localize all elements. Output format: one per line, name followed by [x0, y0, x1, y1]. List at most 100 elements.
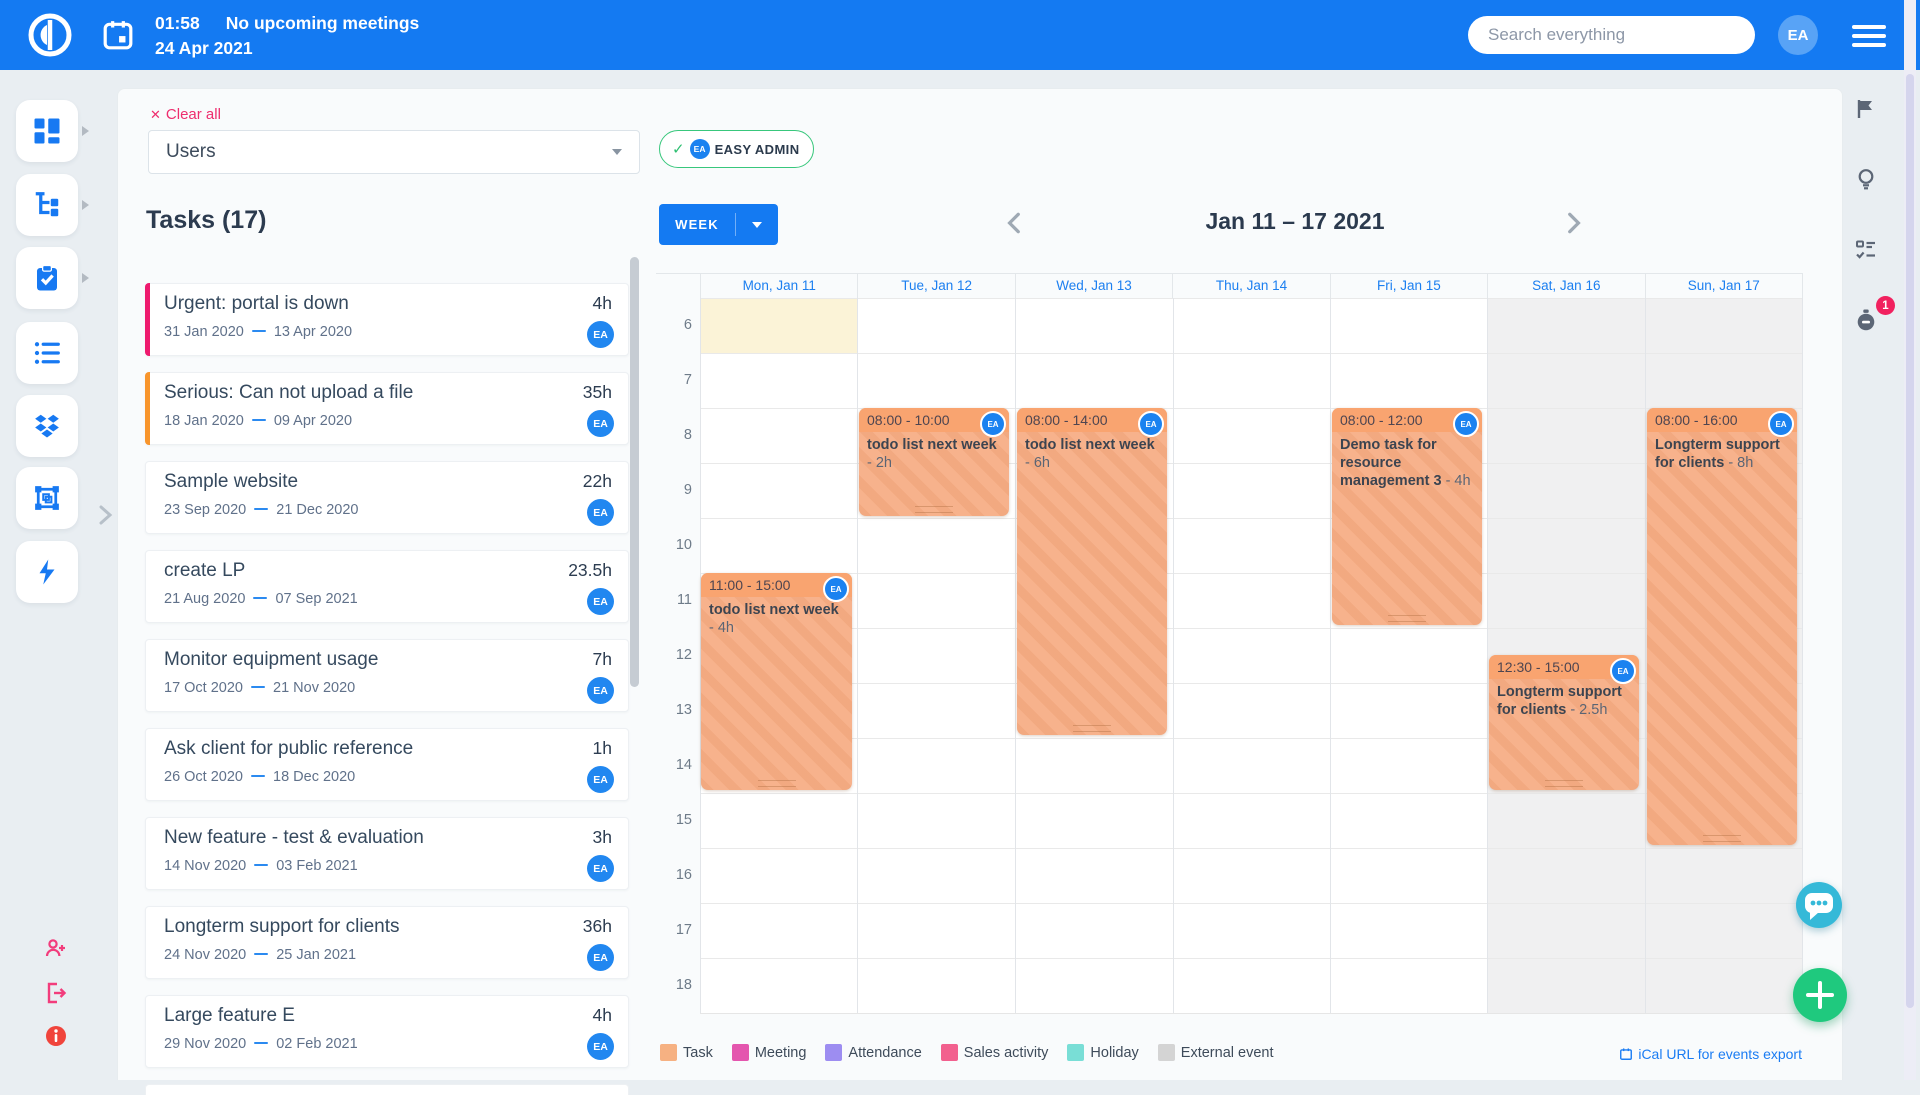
app-logo-icon[interactable] — [26, 11, 74, 59]
day-header[interactable]: Wed, Jan 13 — [1014, 273, 1172, 298]
task-item[interactable]: Serious: Can not upload a file 18 Jan 20… — [145, 372, 629, 445]
task-avatar: EA — [587, 499, 614, 526]
calendar-event[interactable]: 08:00 - 12:00 EA Demo task for resource … — [1332, 408, 1482, 625]
event-title: todo list next week — [1025, 437, 1155, 453]
chat-bubble-icon — [1805, 893, 1833, 920]
task-accent-bar — [145, 728, 150, 801]
date-range-dash — [251, 685, 265, 688]
page-scrollbar-thumb[interactable] — [1906, 74, 1914, 1008]
meeting-info: 01:58 No upcoming meetings 24 Apr 2021 — [155, 11, 419, 61]
current-date: 24 Apr 2021 — [155, 38, 253, 58]
meetings-status: No upcoming meetings — [225, 13, 420, 33]
hour-label: 17 — [675, 922, 692, 938]
date-range-dash — [254, 952, 269, 955]
users-dropdown[interactable]: Users — [148, 130, 640, 174]
legend-swatch — [1157, 1044, 1175, 1061]
task-title: Monitor equipment usage — [164, 649, 379, 670]
task-item-partial — [145, 1084, 629, 1095]
task-avatar: EA — [587, 588, 614, 615]
sidebar-item-tasks[interactable] — [16, 247, 78, 309]
sidebar-item-boards[interactable] — [16, 467, 78, 529]
sidebar-item-quick-actions[interactable] — [16, 541, 78, 603]
day-header[interactable]: Fri, Jan 15 — [1329, 273, 1487, 298]
day-header[interactable]: Tue, Jan 12 — [857, 273, 1014, 298]
legend-swatch — [660, 1044, 677, 1061]
event-title: todo list next week — [709, 602, 839, 618]
day-header[interactable]: Thu, Jan 14 — [1172, 273, 1329, 298]
hour-label: 11 — [676, 592, 692, 608]
chip-avatar: EA — [689, 139, 710, 159]
hour-label: 16 — [675, 867, 692, 883]
task-item[interactable]: create LP 21 Aug 2020 07 Sep 2021 23.5h E… — [145, 550, 629, 623]
task-item[interactable]: Sample website 23 Sep 2020 21 Dec 2020 22… — [145, 461, 629, 534]
legend-item: Sales activity — [940, 1044, 1048, 1061]
info-button[interactable] — [44, 1024, 68, 1048]
hamburger-menu-icon[interactable] — [1852, 25, 1886, 47]
clear-all-filters[interactable]: ✕ Clear all — [150, 106, 221, 123]
task-item[interactable]: Monitor equipment usage 17 Oct 2020 21 No… — [145, 639, 629, 712]
task-accent-bar — [145, 906, 150, 979]
sidebar-item-project-tree[interactable] — [16, 174, 78, 236]
filter-chip-easy-admin[interactable]: ✓ EA EASY ADMIN — [659, 130, 815, 168]
sidebar-item-list[interactable] — [16, 322, 78, 384]
task-dates: 18 Jan 2020 09 Apr 2020 — [164, 413, 353, 429]
task-dates: 26 Oct 2020 18 Dec 2020 — [164, 769, 356, 785]
task-item[interactable]: Ask client for public reference 26 Oct 2… — [145, 728, 629, 801]
task-item[interactable]: New feature - test & evaluation 14 Nov 2… — [145, 817, 629, 890]
event-duration: - 4h — [709, 620, 734, 636]
task-accent-bar — [145, 283, 150, 356]
hour-label: 7 — [683, 372, 692, 388]
event-title: todo list next week — [867, 437, 997, 453]
user-avatar[interactable]: EA — [1778, 15, 1818, 55]
chat-button[interactable] — [1796, 882, 1842, 928]
task-avatar: EA — [587, 410, 614, 437]
calendar-event[interactable]: 12:30 - 15:00 EA Longterm support for cl… — [1489, 655, 1639, 790]
task-avatar: EA — [587, 321, 614, 348]
date-range-title: Jan 11 – 17 2021 — [1205, 208, 1385, 234]
event-avatar: EA — [1768, 411, 1794, 437]
flag-button[interactable] — [1854, 97, 1878, 121]
task-item[interactable]: Longterm support for clients 24 Nov 2020… — [145, 906, 629, 979]
next-week-button[interactable] — [1560, 210, 1586, 236]
task-title: Urgent: portal is down — [164, 293, 349, 314]
tasks-list: Urgent: portal is down 31 Jan 2020 13 Apr… — [145, 283, 629, 1095]
highlighted-cell — [701, 299, 857, 353]
view-selector-week[interactable]: WEEK — [659, 204, 778, 245]
idea-bulb-button[interactable] — [1854, 167, 1878, 191]
checklist-button[interactable] — [1854, 238, 1878, 262]
event-type-legend: Task Meeting Attendance Sales activity H… — [660, 1044, 1273, 1061]
search-input[interactable] — [1468, 16, 1755, 54]
submenu-arrow-icon — [82, 200, 89, 210]
calendar-grid-area[interactable]: 11:00 - 15:00 EA todo list next week - 4… — [700, 298, 1803, 1014]
calendar-event[interactable]: 08:00 - 16:00 EA Longterm support for cl… — [1647, 408, 1797, 845]
task-item[interactable]: Urgent: portal is down 31 Jan 2020 13 Apr… — [145, 283, 629, 356]
day-header[interactable]: Mon, Jan 11 — [700, 273, 857, 298]
event-title: Longterm support for clients — [1655, 437, 1780, 471]
notification-badge: 1 — [1876, 296, 1895, 315]
calendar-event[interactable]: 08:00 - 10:00 EA todo list next week - 2… — [859, 408, 1009, 516]
calendar-icon[interactable] — [102, 19, 134, 51]
task-accent-bar — [145, 995, 150, 1068]
day-header[interactable]: Sun, Jan 17 — [1644, 273, 1802, 298]
hour-label: 9 — [683, 482, 692, 498]
logout-button[interactable] — [44, 981, 68, 1005]
prev-week-button[interactable] — [1002, 210, 1028, 236]
task-title: create LP — [164, 560, 246, 581]
chevron-down-icon — [612, 149, 622, 155]
add-new-button[interactable] — [1793, 968, 1847, 1022]
time-tracker-button[interactable] — [1854, 308, 1878, 332]
task-title: Serious: Can not upload a file — [164, 382, 414, 403]
legend-item: External event — [1157, 1044, 1273, 1061]
tasks-scrollbar[interactable] — [630, 257, 639, 687]
event-avatar: EA — [1610, 658, 1636, 684]
calendar-event[interactable]: 08:00 - 14:00 EA todo list next week - 6… — [1017, 408, 1167, 735]
invite-user-button[interactable] — [44, 936, 68, 960]
ical-export-link[interactable]: iCal URL for events export — [1490, 1046, 1802, 1062]
chevron-down-icon — [752, 221, 762, 228]
task-item[interactable]: Large feature E 29 Nov 2020 02 Feb 2021 4… — [145, 995, 629, 1068]
sidebar-item-dashboard[interactable] — [16, 100, 78, 162]
day-header[interactable]: Sat, Jan 16 — [1487, 273, 1644, 298]
sidebar-item-dropbox[interactable] — [16, 395, 78, 457]
calendar-event[interactable]: 11:00 - 15:00 EA todo list next week - 4… — [701, 573, 852, 790]
sidebar-expand-chevron[interactable] — [94, 503, 118, 527]
